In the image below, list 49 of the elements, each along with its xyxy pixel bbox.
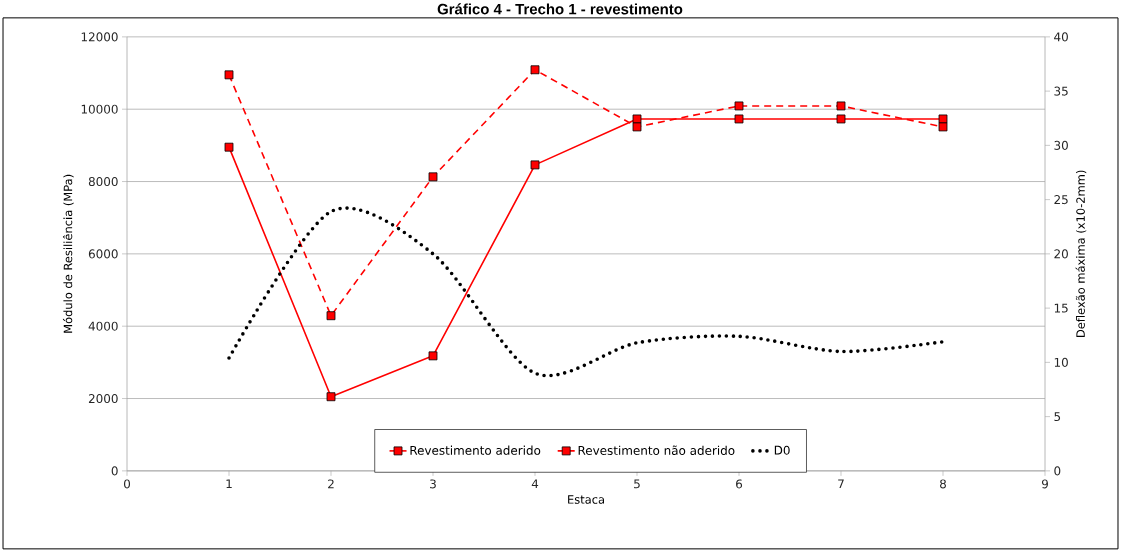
y2-tick-label: 30	[1054, 140, 1068, 150]
x-tick-label: 8	[940, 479, 946, 489]
point	[530, 65, 540, 75]
point	[632, 122, 642, 132]
y2-tick-label: 0	[1054, 466, 1061, 476]
legend-label: Revestimento não aderido	[578, 445, 735, 456]
x-tick-label: 4	[531, 479, 539, 489]
y-tick-label: 8000	[88, 177, 118, 187]
x-axis-title: Estaca	[568, 495, 604, 504]
x-tick-label: 6	[736, 479, 743, 489]
y2-tick-label: 20	[1054, 249, 1068, 259]
y2-axis-title: Deflexão máxima (x10-2mm)	[1075, 170, 1087, 337]
point	[734, 101, 744, 111]
y-tick-label: 6000	[88, 249, 118, 259]
y-tick-label: 2000	[88, 394, 118, 404]
y2-tick-label: 35	[1054, 86, 1068, 96]
y-tick-label: 4000	[88, 321, 118, 331]
x-tick-label: 0	[123, 479, 131, 489]
point	[938, 114, 948, 124]
x-tick-label: 7	[838, 479, 844, 489]
point	[530, 160, 540, 170]
point	[428, 351, 438, 361]
x-tick-label: 9	[1041, 479, 1048, 489]
point	[326, 392, 336, 402]
legend-label: D0	[774, 445, 790, 455]
x-tick-label: 1	[226, 479, 232, 489]
x-tick-label: 3	[430, 479, 436, 489]
point	[632, 114, 642, 124]
y-tick-label: 12000	[81, 32, 118, 42]
y-tick-label: 0	[111, 466, 118, 476]
y2-tick-label: 40	[1054, 32, 1068, 42]
legend-label: Revestimento aderido	[410, 445, 541, 455]
point	[836, 101, 846, 111]
y2-tick-label: 25	[1054, 195, 1068, 205]
point	[836, 114, 846, 124]
point	[224, 70, 234, 80]
y-tick-label: 10000	[81, 104, 118, 114]
y2-tick-label: 10	[1054, 357, 1068, 367]
point	[326, 311, 336, 321]
point	[224, 142, 234, 152]
point	[428, 172, 438, 182]
x-tick-label: 2	[328, 479, 334, 489]
point	[938, 122, 948, 132]
point	[734, 114, 744, 124]
y2-tick-label: 5	[1054, 412, 1061, 422]
y2-tick-label: 15	[1054, 303, 1068, 313]
y-axis-title: Módulo de Resiliência (MPa)	[62, 174, 74, 333]
x-tick-label: 5	[634, 479, 640, 489]
chart-title: Gráfico 4 - Trecho 1 - revestimento	[437, 3, 683, 15]
